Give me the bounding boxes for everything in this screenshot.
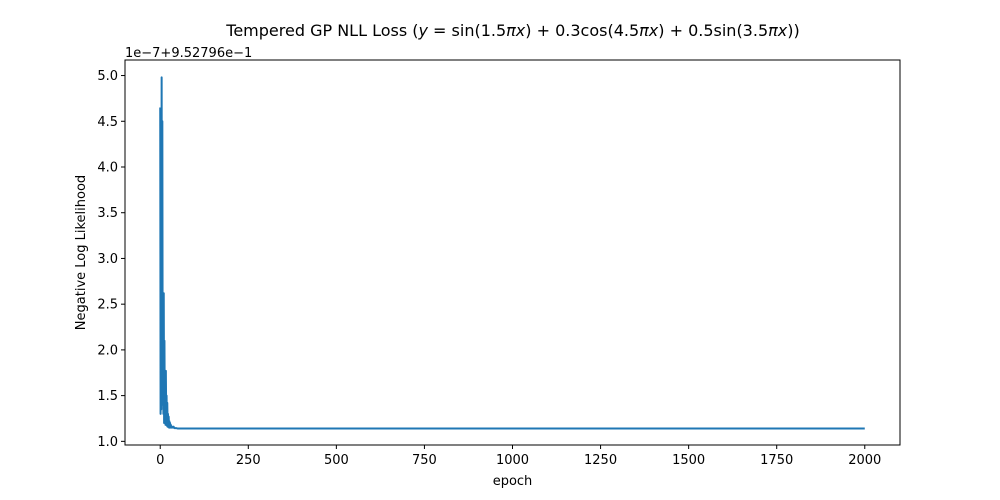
y-tick-label: 4.0 bbox=[97, 160, 118, 175]
chart-title: Tempered GP NLL Loss (y = sin(1.5πx) + 0… bbox=[225, 21, 799, 40]
x-axis-label: epoch bbox=[493, 474, 533, 489]
x-tick-label: 1500 bbox=[672, 453, 705, 468]
y-tick-label: 3.0 bbox=[97, 252, 118, 267]
y-tick-label: 5.0 bbox=[97, 69, 118, 84]
y-axis-ticks: 1.0 1.5 2.0 2.5 3.0 3.5 4.0 4.5 5.0 bbox=[97, 69, 125, 450]
chart-title-text: Tempered GP NLL Loss (y = sin(1.5πx) + 0… bbox=[225, 21, 799, 40]
plot-frame bbox=[124, 59, 901, 446]
x-tick-label: 1000 bbox=[496, 453, 529, 468]
y-tick-label: 2.0 bbox=[97, 343, 118, 358]
y-tick-label: 1.5 bbox=[97, 389, 118, 404]
y-tick-label: 4.5 bbox=[97, 115, 118, 130]
x-tick-label: 2000 bbox=[848, 453, 881, 468]
x-tick-label: 250 bbox=[236, 453, 261, 468]
series-line bbox=[159, 76, 865, 430]
y-tick-label: 2.5 bbox=[97, 298, 118, 313]
x-tick-label: 500 bbox=[324, 453, 349, 468]
x-axis-ticks: 0 250 500 750 1000 1250 1500 1750 2000 bbox=[156, 445, 881, 468]
x-tick-label: 1250 bbox=[584, 453, 617, 468]
x-tick-label: 1750 bbox=[760, 453, 793, 468]
x-tick-label: 750 bbox=[412, 453, 437, 468]
y-tick-label: 1.0 bbox=[97, 435, 118, 450]
y-offset-text: 1e−7+9.52796e−1 bbox=[125, 46, 252, 61]
y-tick-label: 3.5 bbox=[97, 206, 118, 221]
y-axis-label: Negative Log Likelihood bbox=[74, 175, 89, 330]
x-tick-label: 0 bbox=[156, 453, 164, 468]
